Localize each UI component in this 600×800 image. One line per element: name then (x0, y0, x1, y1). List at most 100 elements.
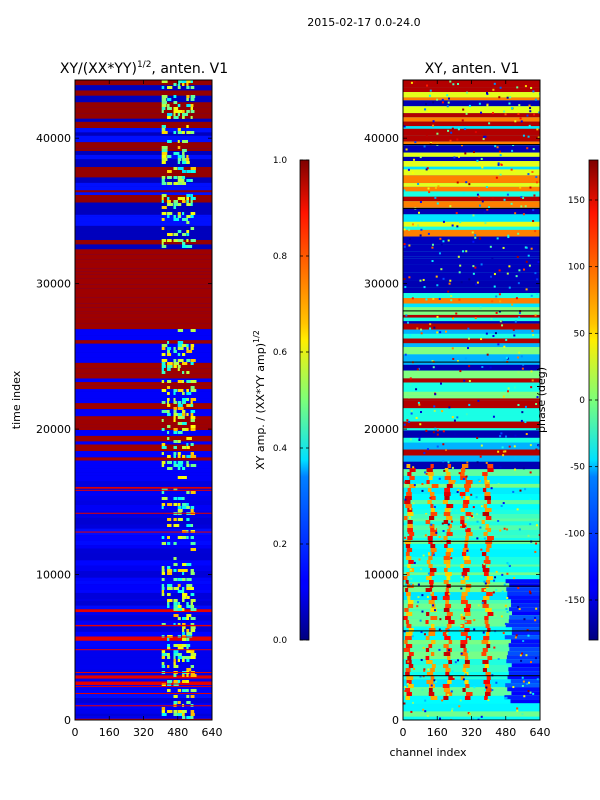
right-heatmap-speckle (478, 102, 481, 105)
right-heatmap-row (403, 611, 540, 619)
left-heatmap-cell (182, 152, 185, 155)
right-heatmap-speckle (406, 419, 409, 422)
left-heatmap-cell (182, 140, 188, 143)
right-heatmap-streak (404, 500, 411, 504)
right-heatmap-speckle (451, 670, 454, 673)
right-heatmap-speckle (423, 452, 426, 455)
left-heatmap-cell (161, 344, 168, 347)
right-heatmap-speckle (450, 131, 453, 134)
right-heatmap-speckle (493, 273, 496, 276)
right-heatmap-speckle (503, 527, 506, 530)
right-heatmap-speckle (507, 387, 510, 390)
right-heatmap-speckle (529, 107, 532, 110)
right-heatmap-streak (426, 612, 430, 616)
left-heatmap-cell (182, 599, 185, 602)
left-heatmap-cell (190, 650, 195, 653)
right-heatmap-speckle (448, 649, 451, 652)
left-heatmap-cell (173, 518, 177, 521)
left-heatmap-cell (182, 587, 185, 590)
left-heatmap-cell (177, 413, 183, 416)
right-heatmap-streak (428, 476, 433, 480)
right-heatmap-speckle (456, 360, 459, 363)
right-heatmap-speckle (424, 710, 427, 713)
right-heatmap-speckle (462, 250, 465, 253)
right-heatmap-streak (446, 532, 453, 536)
left-heatmap-cell (190, 386, 195, 389)
right-heatmap-speckle (438, 509, 441, 512)
left-x-tick-label: 320 (133, 726, 154, 739)
right-heatmap-streak (425, 656, 430, 660)
right-heatmap-speckle (412, 701, 415, 704)
right-y-tick-label: 40000 (364, 132, 399, 145)
left-heatmap-row (75, 580, 212, 585)
right-heatmap-speckle (483, 210, 486, 213)
right-heatmap-row (403, 347, 540, 355)
right-heatmap-speckle (450, 690, 453, 693)
right-heatmap-streak (430, 608, 437, 612)
right-heatmap-row (403, 141, 540, 146)
left-heatmap-row (75, 419, 212, 425)
left-heatmap-row (75, 159, 212, 164)
right-heatmap-speckle (514, 456, 517, 459)
right-heatmap-speckle (438, 477, 441, 480)
left-heatmap-cell (190, 716, 194, 719)
left-heatmap-cell (173, 497, 178, 500)
right-heatmap-streak (482, 568, 490, 572)
right-heatmap-separator (403, 540, 540, 542)
right-heatmap-speckle (487, 480, 490, 483)
right-heatmap-row (403, 703, 540, 712)
right-heatmap-speckle (422, 278, 425, 281)
left-heatmap-row (75, 468, 212, 473)
right-heatmap-speckle (430, 684, 433, 687)
right-y-tick-label: 30000 (364, 278, 399, 291)
right-heatmap-row (403, 87, 540, 93)
right-heatmap-speckle (430, 591, 433, 594)
right-heatmap-speckle (432, 124, 435, 127)
right-heatmap-streak (429, 516, 435, 520)
right-heatmap-speckle (500, 432, 503, 435)
right-heatmap-speckle (456, 225, 459, 228)
left-heatmap-row (75, 571, 212, 578)
right-heatmap-speckle (436, 331, 439, 334)
right-heatmap-streak (462, 504, 469, 508)
right-heatmap-speckle (472, 272, 475, 275)
right-heatmap-speckle (504, 604, 507, 607)
right-heatmap-speckle (482, 631, 485, 634)
right-heatmap-row (403, 293, 540, 299)
right-heatmap-row (403, 415, 540, 422)
left-heatmap-cell (161, 503, 166, 506)
left-heatmap-line (75, 692, 212, 694)
right-heatmap-streak (407, 524, 413, 528)
right-heatmap-speckle (417, 596, 420, 599)
left-heatmap-cell (186, 131, 191, 134)
left-heatmap-cell (177, 452, 181, 455)
right-heatmap-streak (464, 628, 470, 632)
right-heatmap-speckle (480, 340, 483, 343)
left-heatmap-cell (186, 536, 189, 539)
right-heatmap-speckle (482, 138, 485, 141)
right-heatmap-row (403, 314, 540, 318)
right-heatmap-speckle (457, 128, 460, 131)
left-heatmap-cell (182, 689, 188, 692)
right-heatmap-streak (463, 664, 470, 668)
right-heatmap-cell (507, 595, 540, 600)
left-heatmap-cell (173, 410, 177, 413)
left-heatmap-cell (173, 695, 178, 698)
right-heatmap-streak (430, 496, 436, 500)
right-heatmap-speckle (432, 553, 435, 556)
right-heatmap-speckle (468, 104, 471, 107)
right-heatmap-speckle (476, 537, 479, 540)
left-heatmap-cell (190, 695, 195, 698)
right-heatmap-separator (403, 361, 540, 363)
left-heatmap-cell (190, 536, 194, 539)
left-heatmap-cell (182, 401, 186, 404)
right-heatmap-row (403, 500, 540, 505)
right-heatmap-speckle (483, 563, 486, 566)
right-heatmap-streak (404, 480, 411, 484)
left-heatmap-cell (190, 200, 193, 203)
right-heatmap-speckle (477, 399, 480, 402)
left-heatmap-cell (182, 674, 185, 677)
right-heatmap-streak (404, 540, 411, 544)
right-heatmap-cell (511, 631, 540, 636)
right-heatmap-speckle (426, 448, 429, 451)
